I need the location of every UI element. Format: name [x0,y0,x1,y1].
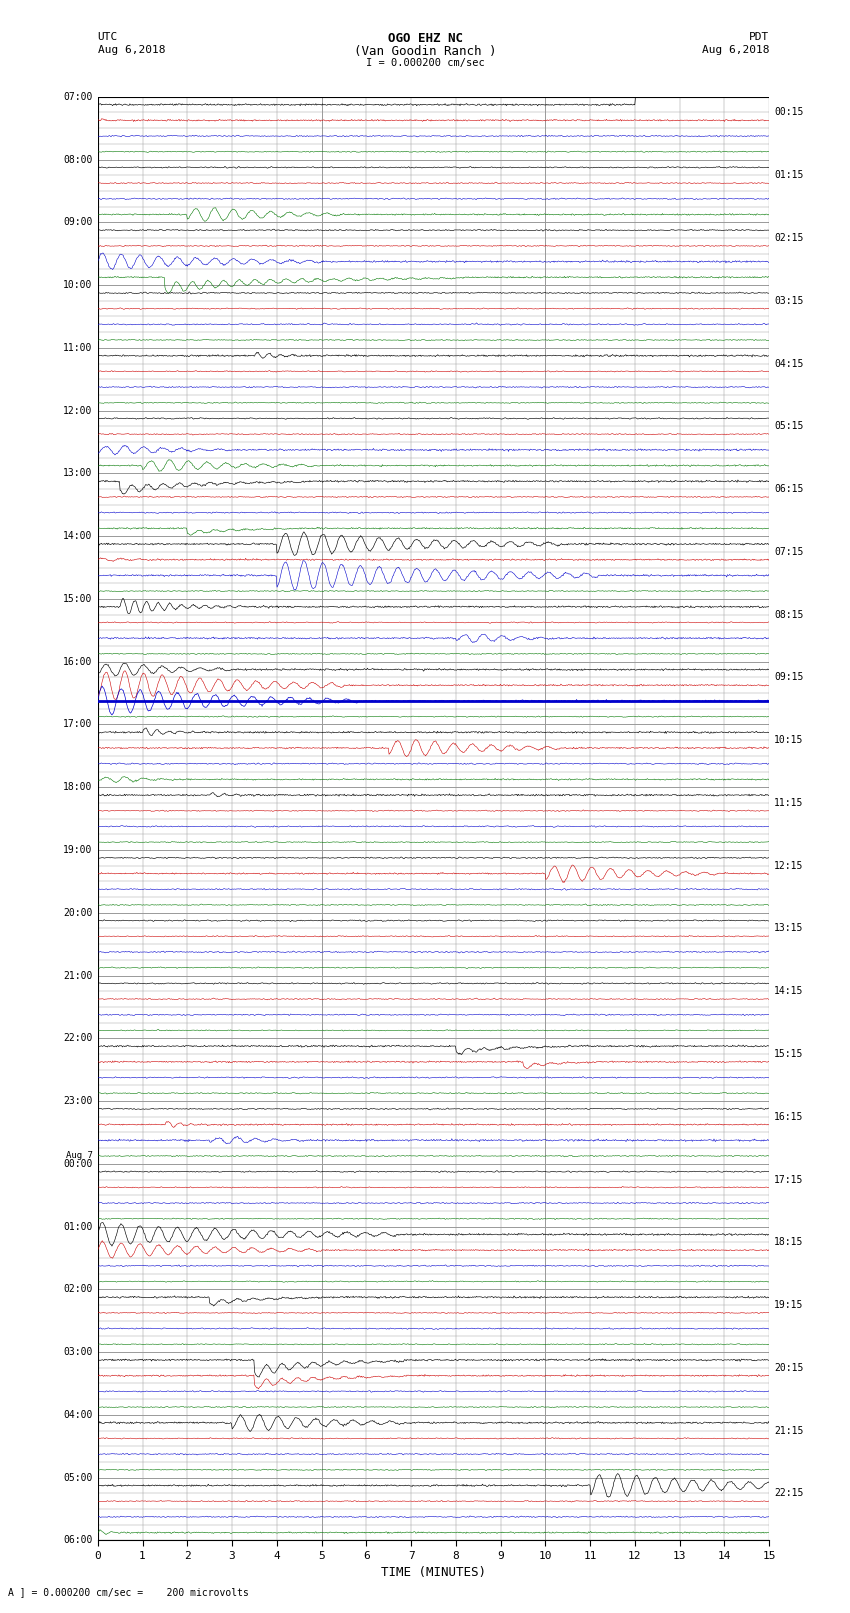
Text: 03:15: 03:15 [774,295,804,306]
Text: 22:00: 22:00 [63,1034,93,1044]
Text: 20:00: 20:00 [63,908,93,918]
Text: 11:00: 11:00 [63,344,93,353]
Text: 16:00: 16:00 [63,656,93,666]
Text: 02:00: 02:00 [63,1284,93,1294]
Text: 15:15: 15:15 [774,1048,804,1060]
Text: Aug 7: Aug 7 [65,1152,93,1160]
Text: Aug 6,2018: Aug 6,2018 [98,45,165,55]
Text: A ] = 0.000200 cm/sec =    200 microvolts: A ] = 0.000200 cm/sec = 200 microvolts [8,1587,249,1597]
Text: 00:15: 00:15 [774,108,804,118]
Text: 12:00: 12:00 [63,405,93,416]
Text: (Van Goodin Ranch ): (Van Goodin Ranch ) [354,45,496,58]
Text: Aug 6,2018: Aug 6,2018 [702,45,769,55]
Text: 00:00: 00:00 [63,1158,93,1169]
Text: 14:15: 14:15 [774,986,804,997]
Text: 18:15: 18:15 [774,1237,804,1247]
Text: 11:15: 11:15 [774,798,804,808]
Text: 19:00: 19:00 [63,845,93,855]
Text: 06:15: 06:15 [774,484,804,494]
Text: 18:00: 18:00 [63,782,93,792]
Text: 07:15: 07:15 [774,547,804,556]
Text: OGO EHZ NC: OGO EHZ NC [388,32,462,45]
Text: 12:15: 12:15 [774,861,804,871]
Text: 01:15: 01:15 [774,171,804,181]
Text: 20:15: 20:15 [774,1363,804,1373]
Text: 17:15: 17:15 [774,1174,804,1184]
Text: 02:15: 02:15 [774,232,804,244]
Text: 04:00: 04:00 [63,1410,93,1419]
Text: 06:00: 06:00 [63,1536,93,1545]
Text: 13:00: 13:00 [63,468,93,479]
Text: 07:00: 07:00 [63,92,93,102]
Text: 19:15: 19:15 [774,1300,804,1310]
X-axis label: TIME (MINUTES): TIME (MINUTES) [381,1566,486,1579]
Text: 04:15: 04:15 [774,358,804,368]
Text: 15:00: 15:00 [63,594,93,603]
Text: 03:00: 03:00 [63,1347,93,1357]
Text: 21:15: 21:15 [774,1426,804,1436]
Text: 13:15: 13:15 [774,923,804,934]
Text: 23:00: 23:00 [63,1097,93,1107]
Text: 10:00: 10:00 [63,281,93,290]
Text: 21:00: 21:00 [63,971,93,981]
Text: 16:15: 16:15 [774,1111,804,1121]
Text: UTC: UTC [98,32,118,42]
Text: 10:15: 10:15 [774,736,804,745]
Text: 05:15: 05:15 [774,421,804,431]
Text: 09:00: 09:00 [63,218,93,227]
Text: 05:00: 05:00 [63,1473,93,1482]
Text: I = 0.000200 cm/sec: I = 0.000200 cm/sec [366,58,484,68]
Text: 01:00: 01:00 [63,1221,93,1232]
Text: 09:15: 09:15 [774,673,804,682]
Text: 08:15: 08:15 [774,610,804,619]
Text: 08:00: 08:00 [63,155,93,165]
Text: 22:15: 22:15 [774,1489,804,1498]
Text: 17:00: 17:00 [63,719,93,729]
Text: 14:00: 14:00 [63,531,93,540]
Text: PDT: PDT [749,32,769,42]
